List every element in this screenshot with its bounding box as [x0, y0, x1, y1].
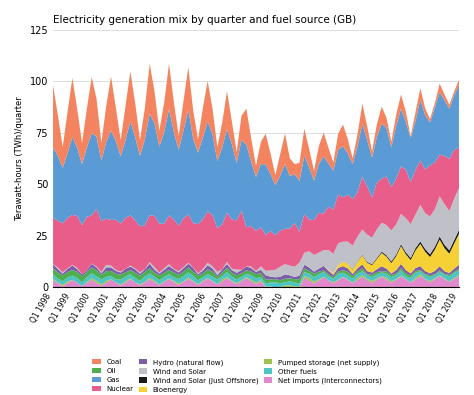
Legend: Coal, Oil, Gas, Nuclear, Hydro (natural flow), Wind and Solar, Wind and Solar (J: Coal, Oil, Gas, Nuclear, Hydro (natural … — [90, 356, 384, 395]
Text: Electricity generation mix by quarter and fuel source (GB): Electricity generation mix by quarter an… — [53, 15, 356, 25]
Y-axis label: Terawatt-hours (TWh)/quarter: Terawatt-hours (TWh)/quarter — [15, 96, 24, 221]
